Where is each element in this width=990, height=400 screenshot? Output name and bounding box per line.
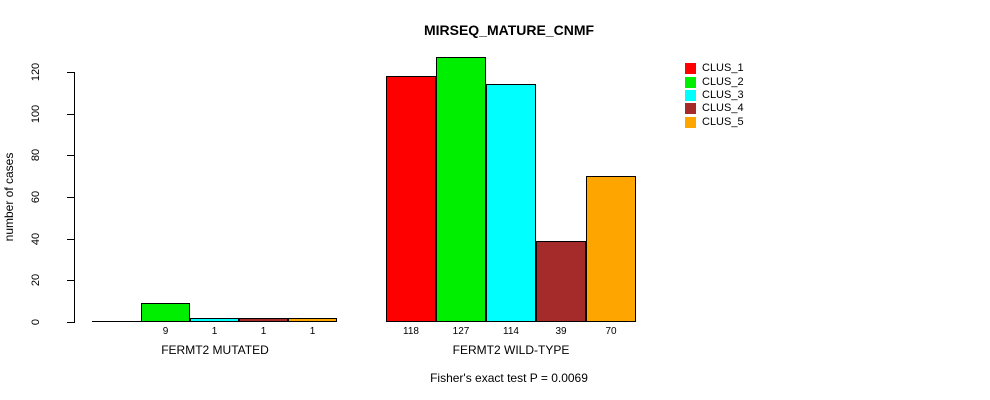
y-tick-0 (67, 322, 75, 323)
y-tick-120 (67, 72, 75, 73)
y-tick-label-100: 100 (30, 104, 42, 124)
bar-clus_5-group2 (586, 176, 636, 322)
legend-item-clus_5: CLUS_5 (685, 116, 744, 129)
y-tick-label-80: 80 (30, 148, 42, 162)
legend: CLUS_1 CLUS_2 CLUS_3 CLUS_4 CLUS_5 (685, 62, 744, 129)
y-axis-label: number of cases (2, 152, 16, 242)
y-tick-20 (67, 280, 75, 281)
chart-title: MIRSEQ_MATURE_CNMF (423, 22, 595, 38)
bar-value-label-clus_3-group1: 1 (211, 326, 218, 337)
bar-clus_3-group2 (486, 84, 536, 322)
bar-value-label-clus_4-group2: 39 (555, 326, 567, 337)
bar-clus_2-group1 (141, 303, 190, 322)
legend-item-clus_1: CLUS_1 (685, 62, 744, 75)
bar-clus_5-group1 (288, 318, 337, 322)
bar-value-label-clus_2-group2: 127 (452, 326, 470, 337)
legend-label-clus_4: CLUS_4 (702, 102, 744, 115)
legend-item-clus_2: CLUS_2 (685, 75, 744, 88)
legend-swatch-clus_1 (685, 63, 696, 75)
legend-swatch-clus_5 (685, 116, 696, 128)
legend-label-clus_2: CLUS_2 (702, 75, 744, 88)
legend-label-clus_5: CLUS_5 (702, 115, 744, 128)
legend-swatch-clus_4 (685, 103, 696, 115)
bar-clus_3-group1 (190, 318, 239, 322)
bar-clus_2-group2 (436, 57, 486, 322)
y-tick-label-20: 20 (30, 273, 42, 287)
y-tick-label-60: 60 (30, 190, 42, 204)
y-tick-100 (67, 114, 75, 115)
y-tick-60 (67, 197, 75, 198)
legend-item-clus_4: CLUS_4 (685, 102, 744, 115)
bar-value-label-clus_4-group1: 1 (260, 326, 267, 337)
legend-label-clus_1: CLUS_1 (702, 62, 744, 75)
group-label-fermt2-wild-type: FERMT2 WILD-TYPE (452, 343, 570, 357)
group-label-fermt2-mutated: FERMT2 MUTATED (161, 343, 269, 357)
legend-swatch-clus_2 (685, 76, 696, 88)
legend-swatch-clus_3 (685, 89, 696, 101)
y-tick-label-120: 120 (30, 62, 42, 82)
y-tick-40 (67, 239, 75, 240)
bar-clus_1-group2 (386, 76, 436, 322)
bar-value-label-clus_5-group1: 1 (309, 326, 316, 337)
bar-value-label-clus_1-group2: 118 (403, 326, 419, 337)
legend-item-clus_3: CLUS_3 (685, 89, 744, 102)
y-tick-80 (67, 155, 75, 156)
bar-value-label-clus_3-group2: 114 (503, 326, 519, 337)
bar-clus_4-group1 (239, 318, 288, 322)
bar-value-label-clus_2-group1: 9 (162, 326, 169, 337)
bar-clus_1-group1 (92, 321, 141, 322)
bar-clus_4-group2 (536, 241, 586, 322)
fisher-test-annotation: Fisher's exact test P = 0.0069 (430, 371, 588, 385)
y-tick-label-40: 40 (30, 232, 42, 246)
y-tick-label-0: 0 (30, 318, 42, 326)
bar-value-label-clus_5-group2: 70 (605, 326, 617, 337)
legend-label-clus_3: CLUS_3 (702, 88, 744, 101)
